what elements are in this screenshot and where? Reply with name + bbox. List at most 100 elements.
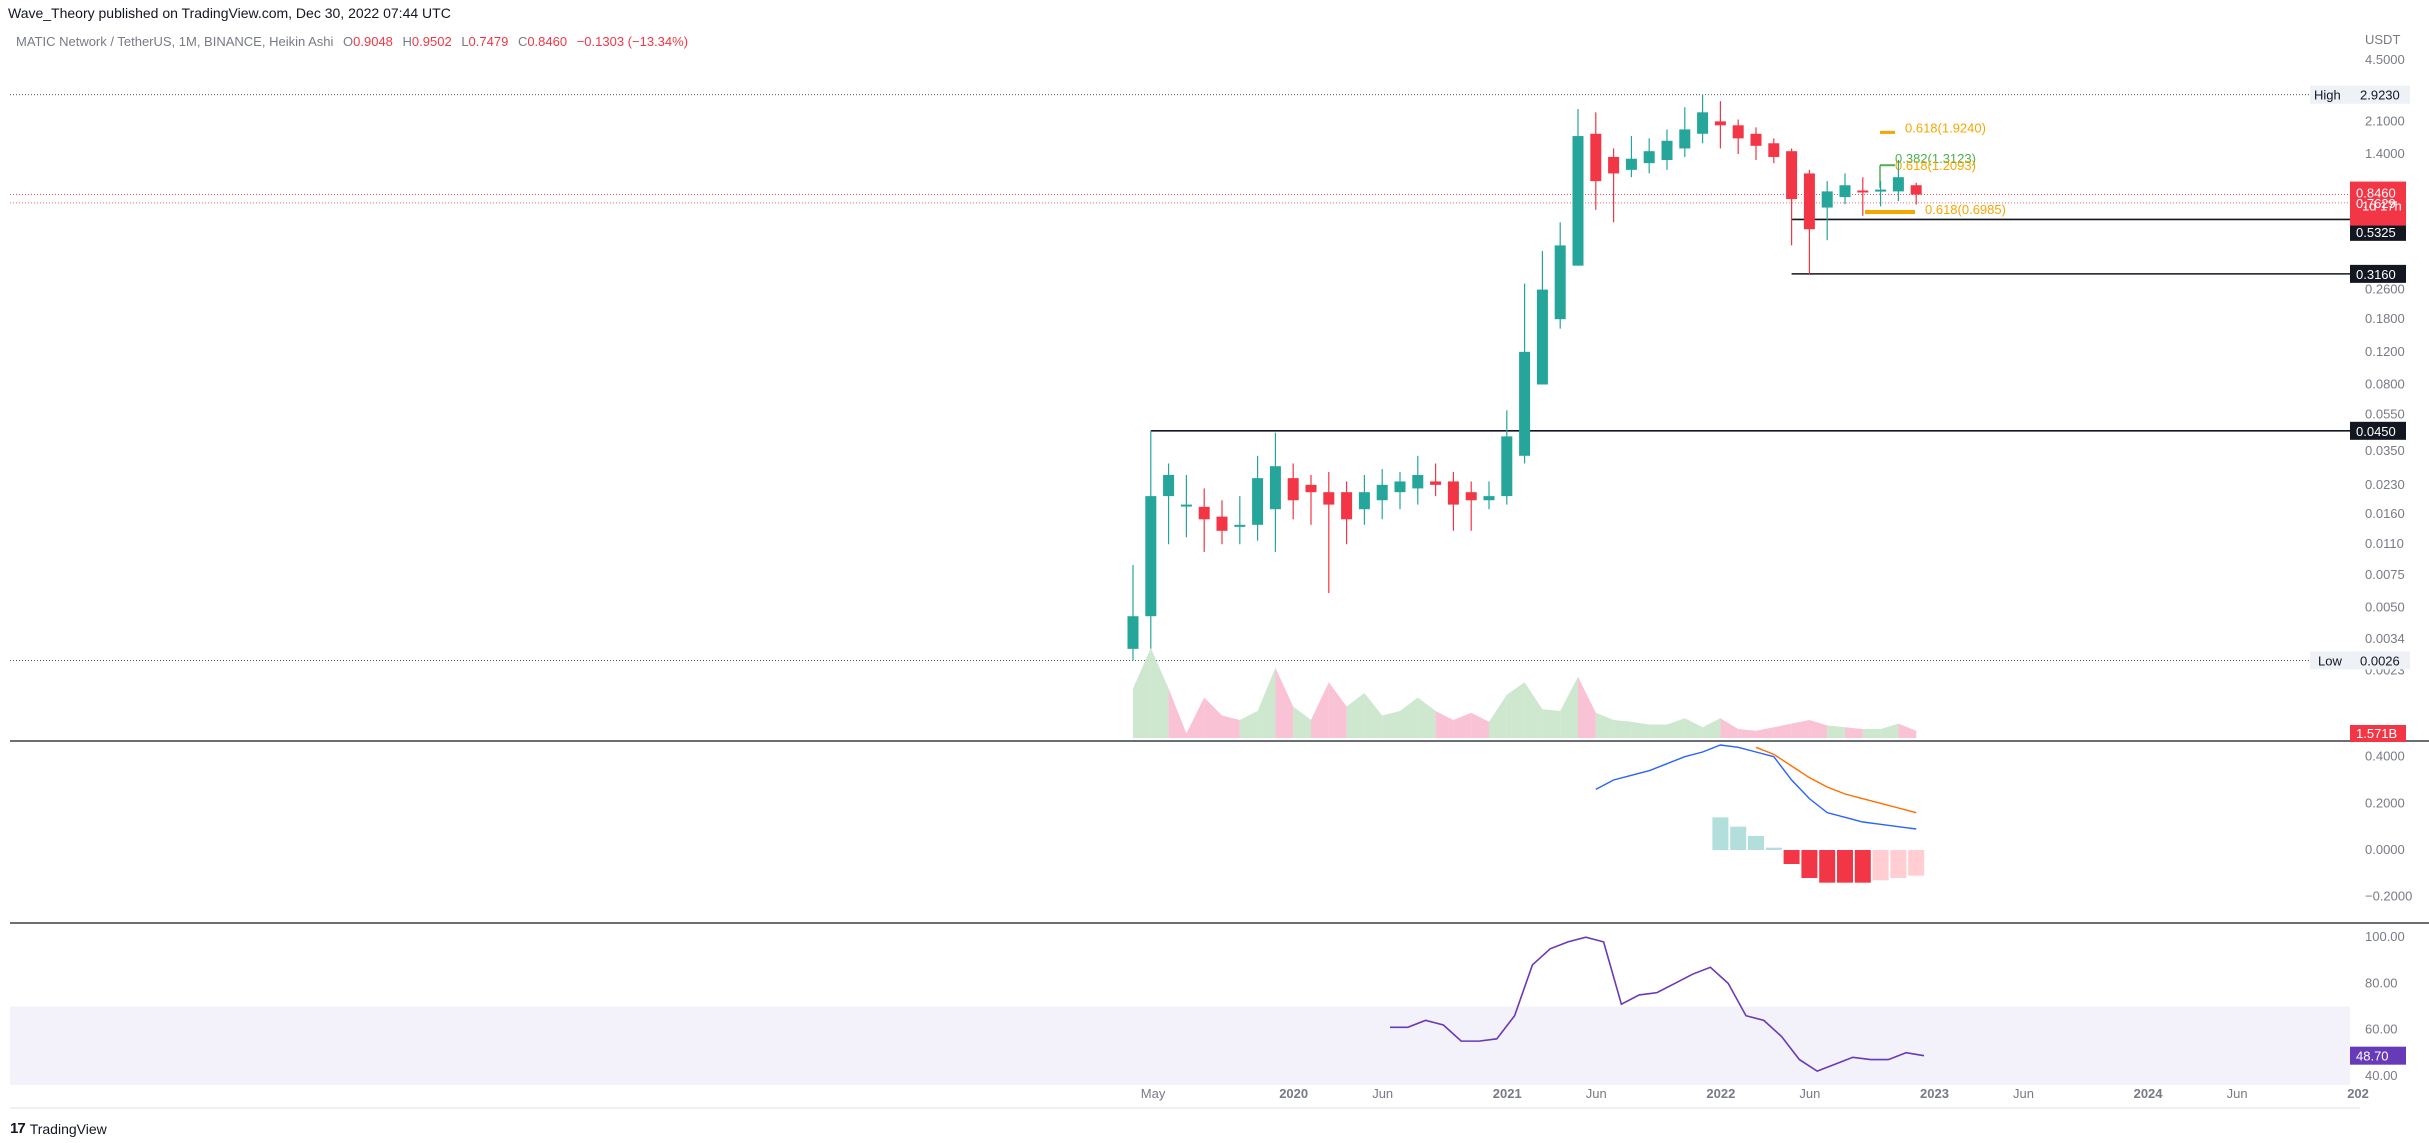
heikin-low-value: 0.7629 (2356, 196, 2396, 211)
candle-body (1679, 129, 1691, 149)
signal-line (1755, 746, 1917, 814)
candle-body (1412, 474, 1424, 489)
candle-body (1572, 136, 1584, 266)
price-tick-label: 0.0075 (2365, 567, 2405, 582)
time-axis-label: 202 (2347, 1086, 2369, 1101)
time-axis-label: May (1141, 1086, 1166, 1101)
high-badge (2310, 85, 2410, 104)
price-tick-label: 4.5000 (2365, 52, 2405, 67)
candle-body (1198, 506, 1210, 520)
candle-body (1892, 177, 1904, 192)
price-tick-label: 0.1800 (2365, 311, 2405, 326)
macd-tick-label: −0.2000 (2365, 889, 2412, 904)
macd-histogram-bar (1712, 817, 1729, 850)
fib-label: 0.618(0.6985) (1925, 202, 2006, 217)
volume-area (1738, 729, 1756, 738)
volume-area (1293, 706, 1311, 738)
low-label: L (461, 34, 469, 49)
volume-area (1489, 694, 1507, 738)
price-tick-label: 0.0230 (2365, 477, 2405, 492)
candle-body (1323, 492, 1335, 505)
price-tick-label: 0.0050 (2365, 600, 2405, 615)
price-tick-label: 0.0160 (2365, 506, 2405, 521)
volume-area (1239, 711, 1258, 738)
candle-body (1697, 112, 1709, 134)
macd-histogram-bar (1783, 850, 1800, 864)
volume-area (1364, 693, 1383, 738)
candle-body (1625, 158, 1637, 170)
candle-body (1394, 481, 1406, 493)
countdown-label: 1d 17h (2362, 199, 2402, 214)
candle-body (1269, 466, 1281, 510)
volume-area (1453, 712, 1472, 738)
level-badge (2350, 264, 2406, 283)
volume-area (1186, 697, 1205, 738)
macd-histogram-bar (1819, 850, 1836, 883)
price-tick-label: 0.0110 (2365, 536, 2404, 551)
open-value: 0.9048 (353, 34, 393, 49)
volume-area (1257, 667, 1276, 738)
candle-body (1501, 436, 1513, 497)
time-axis-label: 2020 (1279, 1086, 1308, 1101)
volume-area (1524, 682, 1543, 738)
volume-area (1862, 729, 1881, 738)
candle-body (1430, 481, 1442, 485)
volume-area (1506, 682, 1525, 738)
macd-histogram-bar (1908, 850, 1925, 876)
candle-body (1590, 133, 1602, 182)
fib-label: 0.382(1.3123) (1895, 151, 1976, 166)
volume-area (1133, 648, 1151, 738)
volume-area (1631, 721, 1650, 738)
volume-area (1756, 727, 1774, 738)
volume-area (1578, 676, 1596, 738)
macd-histogram-bar (1765, 847, 1782, 850)
footer-brand[interactable]: 17 TradingView (10, 1120, 107, 1137)
candle-body (1180, 504, 1192, 507)
volume-value: 1.571B (2356, 726, 2397, 741)
time-axis-label: 2022 (1706, 1086, 1735, 1101)
volume-area (1150, 648, 1169, 738)
candle-body (1839, 185, 1851, 198)
candle-body (1536, 289, 1548, 385)
price-tick-label: 1.4000 (2365, 146, 2405, 161)
volume-area (1542, 709, 1561, 738)
rsi-badge (2350, 1046, 2406, 1065)
macd-histogram-bar (1837, 850, 1853, 883)
volume-area (1560, 676, 1578, 738)
time-axis-label: Jun (1586, 1086, 1607, 1101)
volume-badge (2350, 725, 2406, 742)
volume-area (1168, 688, 1187, 738)
volume-area (1275, 667, 1294, 738)
candle-body (1643, 151, 1655, 164)
volume-area (1328, 682, 1347, 738)
candle-body (1216, 516, 1228, 531)
volume-area (1649, 724, 1667, 738)
candle-body (1714, 121, 1726, 126)
fib-label: 0.618(1.9240) (1905, 120, 1986, 135)
volume-area (1702, 718, 1721, 738)
brand-name: TradingView (29, 1120, 107, 1137)
volume-area (1346, 693, 1365, 738)
volume-area (1417, 697, 1436, 738)
price-tick-label: 0.2600 (2365, 282, 2405, 297)
candle-body (1821, 191, 1833, 208)
time-axis-label: Jun (1372, 1086, 1393, 1101)
candle-body (1145, 496, 1157, 617)
price-tick-label: 0.1200 (2365, 344, 2405, 359)
high-label: H (402, 34, 412, 49)
rsi-value: 48.70 (2356, 1049, 2389, 1064)
volume-area (1773, 723, 1792, 738)
candle-body (1376, 484, 1388, 501)
rsi-tick-label: 40.00 (2365, 1068, 2398, 1083)
level-value: 0.5325 (2356, 225, 2396, 240)
macd-histogram-bar (1854, 850, 1871, 883)
level-badge (2350, 421, 2406, 440)
candle-body (1465, 492, 1477, 501)
candle-body (1447, 481, 1459, 505)
volume-area (1595, 712, 1614, 738)
candle-body (1857, 190, 1869, 193)
candle-body (1305, 484, 1317, 493)
volume-area (1791, 720, 1810, 738)
published-by: Wave_Theory published on TradingView.com… (8, 5, 451, 21)
